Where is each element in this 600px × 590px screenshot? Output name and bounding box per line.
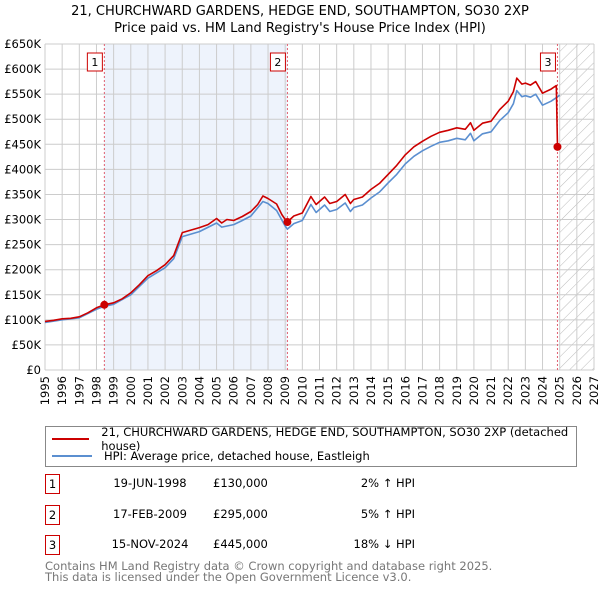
y-tick-label: £500K — [4, 112, 41, 126]
sale-price: £130,000 — [213, 476, 268, 490]
x-tick-label: 2024 — [536, 376, 550, 405]
x-tick-label: 1996 — [55, 376, 69, 405]
y-tick-label: £600K — [4, 62, 41, 76]
price-chart: 1995 1996 1997 1998 1999 2000 2001 2002 2003 2004… — [4, 37, 600, 405]
y-tick-label: £550K — [4, 87, 41, 101]
price-series-line — [44, 77, 559, 323]
footer-licence: This data is licensed under the Open Gov… — [45, 570, 412, 584]
sale-label-text: 1 — [91, 56, 98, 69]
footer-copyright: Contains HM Land Registry data © Crown c… — [45, 559, 493, 573]
y-tick-label: £400K — [4, 162, 41, 176]
sale-date: 17-FEB-2009 — [113, 507, 187, 521]
y-tick-label: £0 — [26, 363, 41, 377]
sale-price: £295,000 — [213, 507, 268, 521]
sale-marker-label: 3 — [45, 535, 60, 555]
hpi-line-swatch — [52, 455, 92, 457]
x-tick-label: 2027 — [587, 376, 600, 405]
y-tick-label: £100K — [4, 313, 41, 327]
y-tick-label: £450K — [4, 137, 41, 151]
x-tick-label: 2011 — [313, 376, 327, 405]
legend-item-price: 21, CHURCHWARD GARDENS, HEDGE END, SOUTH… — [52, 425, 576, 453]
chart-subtitle: Price paid vs. HM Land Registry's House … — [114, 21, 486, 36]
x-tick-label: 1995 — [38, 376, 52, 405]
sale-label-text: 3 — [544, 56, 551, 69]
x-tick-label: 2025 — [553, 376, 567, 405]
sale-marker-label: 2 — [45, 505, 60, 525]
sale-hpi-diff: 5% ↑ HPI — [360, 507, 415, 521]
sale-point — [553, 142, 562, 151]
price-line-swatch — [52, 438, 90, 440]
x-tick-label: 2003 — [175, 376, 189, 405]
x-tick-label: 2014 — [364, 376, 378, 405]
x-tick-label: 1999 — [107, 376, 121, 405]
x-tick-label: 1998 — [89, 376, 103, 405]
x-tick-label: 2013 — [347, 376, 361, 405]
x-tick-label: 2018 — [433, 376, 447, 405]
sale-hpi-diff: 2% ↑ HPI — [360, 476, 415, 490]
x-tick-label: 2026 — [570, 376, 584, 405]
sale-point — [100, 300, 109, 309]
x-tick-label: 2006 — [227, 376, 241, 405]
legend-price-label: 21, CHURCHWARD GARDENS, HEDGE END, SOUTH… — [101, 425, 569, 453]
sale-label-box — [269, 52, 286, 72]
sale-label-box — [539, 52, 556, 72]
sale-hpi-diff: 18% ↓ HPI — [353, 537, 415, 551]
x-tick-label: 2000 — [124, 376, 138, 405]
y-tick-label: £200K — [4, 263, 41, 277]
x-tick-label: 2005 — [210, 376, 224, 405]
x-tick-label: 2017 — [415, 376, 429, 405]
legend-item-hpi: HPI: Average price, detached house, East… — [52, 448, 370, 464]
x-tick-label: 2008 — [261, 376, 275, 405]
x-tick-label: 2004 — [192, 376, 206, 405]
chart-title: 21, CHURCHWARD GARDENS, HEDGE END, SOUTH… — [71, 4, 529, 19]
y-tick-label: £150K — [4, 288, 41, 302]
x-tick-label: 2001 — [141, 376, 155, 405]
legend-hpi-label: HPI: Average price, detached house, East… — [104, 449, 370, 463]
x-tick-label: 2015 — [381, 376, 395, 405]
x-tick-label: 2002 — [158, 376, 172, 405]
x-tick-label: 2020 — [467, 376, 481, 405]
y-tick-label: £250K — [4, 238, 41, 252]
x-tick-label: 2022 — [501, 376, 515, 405]
sale-date: 19-JUN-1998 — [113, 476, 187, 490]
x-tick-label: 2021 — [484, 376, 498, 405]
sale-label-box — [86, 52, 103, 72]
hpi-series-line — [44, 89, 561, 324]
legend: 21, CHURCHWARD GARDENS, HEDGE END, SOUTH… — [45, 425, 577, 467]
sale-point — [283, 218, 292, 227]
x-tick-label: 2019 — [450, 376, 464, 405]
x-tick-label: 2007 — [244, 376, 258, 405]
sale-label-text: 2 — [274, 56, 281, 69]
x-tick-label: 2023 — [518, 376, 532, 405]
x-tick-label: 2016 — [398, 376, 412, 405]
y-tick-label: £650K — [4, 37, 41, 51]
y-tick-label: £300K — [4, 213, 41, 227]
sale-marker-label: 1 — [45, 474, 60, 494]
y-tick-label: £50K — [12, 338, 42, 352]
x-tick-label: 2010 — [295, 376, 309, 405]
y-tick-label: £350K — [4, 187, 41, 201]
x-tick-label: 2009 — [278, 376, 292, 405]
sale-price: £445,000 — [213, 537, 268, 551]
ownership-period-shade — [104, 44, 288, 370]
x-tick-label: 2012 — [330, 376, 344, 405]
x-tick-label: 1997 — [72, 376, 86, 405]
sale-date: 15-NOV-2024 — [111, 537, 189, 551]
